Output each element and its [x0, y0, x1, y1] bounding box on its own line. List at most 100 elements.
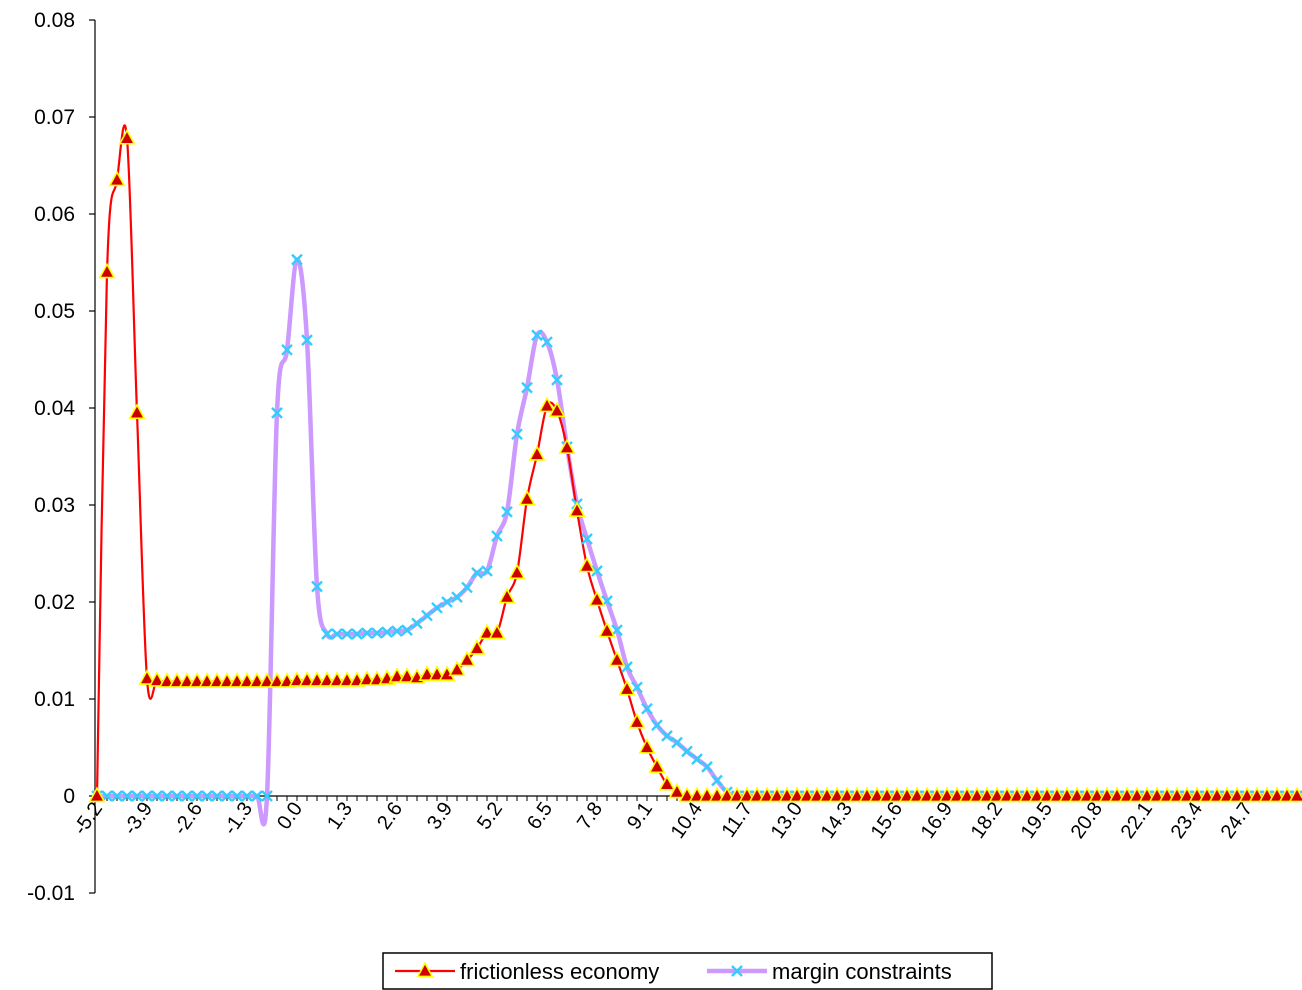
x-tick-label: 5.2 [473, 798, 507, 833]
data-point-triangle [958, 786, 976, 803]
data-point-x [191, 790, 203, 802]
data-point-x [231, 790, 243, 802]
data-point-triangle [1048, 786, 1066, 803]
data-point-triangle [798, 786, 816, 803]
axes: -0.0100.010.020.030.040.050.060.070.08-5… [27, 9, 1302, 905]
data-point-triangle [918, 786, 936, 803]
data-point-triangle [778, 786, 796, 803]
data-point-triangle [228, 672, 246, 688]
data-point-x [171, 790, 183, 802]
data-point-triangle [208, 672, 226, 688]
data-point-triangle [1158, 786, 1176, 803]
data-point-triangle [388, 667, 406, 683]
data-point-triangle [1058, 786, 1076, 803]
data-point-triangle [298, 671, 316, 687]
data-point-x [511, 428, 523, 441]
data-point-triangle [1208, 786, 1226, 803]
data-point-triangle [88, 786, 106, 803]
x-tick-label: 11.7 [718, 798, 758, 841]
legend: frictionless economy margin constraints [382, 952, 993, 990]
data-point-triangle [288, 671, 306, 687]
data-point-triangle [868, 786, 886, 803]
data-point-triangle [638, 738, 656, 754]
data-point-triangle [1248, 786, 1266, 803]
data-point-triangle [1108, 786, 1126, 803]
data-point-triangle [728, 786, 746, 803]
data-point-x [711, 774, 723, 787]
series-line [94, 257, 1302, 827]
data-point-triangle [178, 672, 196, 688]
legend-box [382, 952, 993, 990]
data-point-triangle [488, 623, 506, 640]
legend-marker-triangle [416, 961, 434, 978]
x-tick-label: 3.9 [423, 798, 457, 833]
data-point-triangle [1038, 786, 1056, 803]
data-point-triangle [148, 671, 166, 687]
data-point-triangle [468, 639, 486, 655]
data-point-triangle [848, 786, 866, 803]
data-point-triangle [668, 782, 686, 799]
data-point-triangle [748, 786, 766, 803]
data-point-triangle [688, 786, 706, 803]
data-point-triangle [478, 623, 496, 640]
data-point-x [341, 628, 353, 640]
data-point-triangle [118, 128, 136, 145]
data-point-x [141, 790, 153, 802]
data-point-triangle [1178, 786, 1196, 803]
legend-label: frictionless economy [460, 959, 659, 984]
data-point-x [401, 624, 413, 636]
data-point-triangle [528, 445, 546, 461]
x-tick-label: 23.4 [1167, 798, 1207, 843]
x-tick-label: 14.3 [817, 798, 857, 843]
data-point-x [591, 565, 603, 577]
data-point-x [251, 790, 263, 802]
data-point-triangle [648, 757, 666, 774]
data-point-triangle [398, 667, 416, 683]
data-point-x [321, 628, 333, 640]
data-point-triangle [1188, 786, 1206, 803]
data-point-triangle [1138, 786, 1156, 803]
data-point-triangle [1288, 786, 1302, 803]
data-point-triangle [458, 650, 476, 667]
data-point-x [201, 790, 213, 802]
data-point-triangle [328, 671, 346, 687]
legend-label: margin constraints [772, 959, 952, 984]
data-point-triangle [268, 672, 286, 688]
data-point-x [471, 567, 483, 579]
x-tick-label: 9.1 [623, 798, 657, 833]
data-point-x [311, 580, 323, 593]
x-tick-label: -3.9 [119, 798, 157, 839]
data-point-triangle [1078, 786, 1096, 803]
data-point-triangle [1008, 786, 1026, 803]
data-point-triangle [898, 786, 916, 803]
x-tick-label: 15.6 [867, 798, 907, 843]
data-point-triangle [1128, 786, 1146, 803]
data-point-x [161, 790, 173, 802]
x-tick-label: 20.8 [1067, 798, 1107, 843]
data-point-triangle [938, 786, 956, 803]
data-point-triangle [1198, 786, 1216, 803]
data-point-x [261, 790, 273, 802]
data-point-triangle [98, 262, 116, 279]
data-point-triangle [158, 672, 176, 688]
data-point-triangle [1238, 786, 1256, 803]
data-point-triangle [998, 786, 1016, 803]
data-point-triangle [238, 672, 256, 688]
legend-item-frictionless-economy: frictionless economy [395, 959, 659, 984]
data-point-triangle [198, 672, 216, 688]
data-point-triangle [428, 665, 446, 681]
data-point-triangle [718, 786, 736, 803]
x-tick-label: 1.3 [323, 798, 357, 833]
data-point-triangle [808, 786, 826, 803]
y-tick-label: 0.07 [34, 106, 75, 129]
markers-frictionless-economy [88, 128, 1302, 803]
legend-marker-x [731, 965, 743, 977]
data-point-x [541, 336, 553, 348]
data-point-x [131, 790, 143, 802]
y-tick-label: 0.08 [34, 9, 75, 32]
data-point-x [221, 790, 233, 802]
data-point-triangle [548, 401, 566, 418]
data-point-triangle [1068, 786, 1086, 803]
data-point-triangle [1098, 786, 1116, 803]
